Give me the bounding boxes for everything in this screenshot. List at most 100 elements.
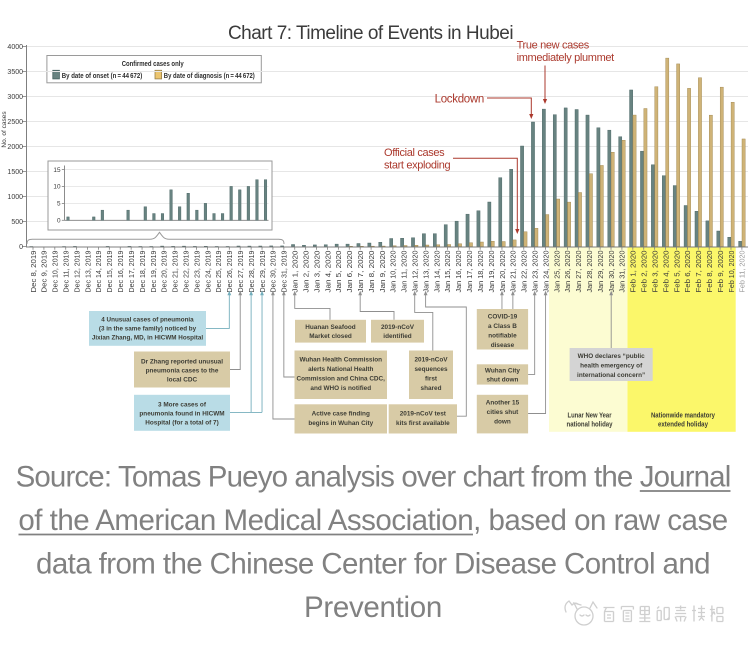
svg-text:Jan 25, 2020: Jan 25, 2020 xyxy=(554,250,561,292)
svg-text:begins in Wuhan City: begins in Wuhan City xyxy=(308,420,373,427)
svg-text:Jan 29, 2020: Jan 29, 2020 xyxy=(598,250,605,292)
svg-text:immediately plummet: immediately plummet xyxy=(517,52,615,64)
svg-text:0: 0 xyxy=(19,244,23,251)
svg-text:Feb 3, 2020: Feb 3, 2020 xyxy=(652,250,659,292)
svg-text:shut down: shut down xyxy=(486,377,518,384)
svg-text:15: 15 xyxy=(53,167,61,174)
svg-text:Jan 9, 2020: Jan 9, 2020 xyxy=(380,250,387,292)
svg-text:Dec 11, 2019: Dec 11, 2019 xyxy=(64,250,71,292)
svg-text:Prevention: Prevention xyxy=(304,591,442,624)
svg-text:Dec 15, 2019: Dec 15, 2019 xyxy=(107,250,114,292)
svg-text:Jan 27, 2020: Jan 27, 2020 xyxy=(576,250,583,292)
svg-text:2500: 2500 xyxy=(7,119,23,126)
svg-text:Dec 25, 2019: Dec 25, 2019 xyxy=(216,250,223,292)
svg-text:Market closed: Market closed xyxy=(309,333,352,340)
svg-text:Dec 20, 2019: Dec 20, 2019 xyxy=(162,250,169,292)
svg-text:Feb 1, 2020: Feb 1, 2020 xyxy=(631,250,638,292)
svg-text:Jan 4, 2020: Jan 4, 2020 xyxy=(325,250,332,292)
svg-text:pneumonia found in HICWM: pneumonia found in HICWM xyxy=(139,411,224,418)
svg-text:3500: 3500 xyxy=(7,69,23,76)
svg-text:Hospital (for a total of 7): Hospital (for a total of 7) xyxy=(145,420,219,427)
svg-text:start exploding: start exploding xyxy=(384,160,451,172)
svg-text:Feb 8, 2020: Feb 8, 2020 xyxy=(707,250,714,292)
svg-text:Dec 18, 2019: Dec 18, 2019 xyxy=(140,250,147,292)
svg-text:disease: disease xyxy=(491,342,515,349)
svg-text:Jan 8, 2020: Jan 8, 2020 xyxy=(369,250,376,292)
svg-text:By date of onset (n = 44 672): By date of onset (n = 44 672) xyxy=(62,73,143,80)
svg-text:(3 in the same family) noticed: (3 in the same family) noticed by xyxy=(99,326,197,333)
svg-text:Lunar New Year: Lunar New Year xyxy=(568,413,612,420)
svg-text:Feb 11, 2020: Feb 11, 2020 xyxy=(740,250,747,292)
svg-text:Jan 12, 2020: Jan 12, 2020 xyxy=(413,250,420,292)
svg-text:local CDC: local CDC xyxy=(167,377,198,384)
svg-text:5: 5 xyxy=(57,201,61,208)
svg-text:0: 0 xyxy=(57,218,61,225)
svg-text:2019-nCoV test: 2019-nCoV test xyxy=(400,411,447,418)
svg-text:500: 500 xyxy=(11,219,23,226)
svg-text:health emergency of: health emergency of xyxy=(580,363,643,370)
svg-text:and WHO is notified: and WHO is notified xyxy=(310,385,371,392)
svg-text:sequences: sequences xyxy=(414,366,447,373)
svg-text:data from the Chinese Center f: data from the Chinese Center for Disease… xyxy=(36,548,710,581)
svg-text:Dec 8, 2019: Dec 8, 2019 xyxy=(31,250,38,292)
svg-text:Commission and China CDC,: Commission and China CDC, xyxy=(297,376,386,383)
svg-text:Jan 7, 2020: Jan 7, 2020 xyxy=(358,250,365,292)
svg-text:Dec 27, 2019: Dec 27, 2019 xyxy=(238,250,245,292)
svg-text:Confirmed cases only: Confirmed cases only xyxy=(122,61,184,68)
svg-text:Dec 23, 2019: Dec 23, 2019 xyxy=(194,250,201,292)
svg-text:Jixian Zhang, MD, in HICWM Hos: Jixian Zhang, MD, in HICWM Hospital xyxy=(92,335,203,342)
svg-text:national holiday: national holiday xyxy=(567,422,613,429)
svg-text:Lockdown: Lockdown xyxy=(435,93,484,105)
svg-text:WHO declares “public: WHO declares “public xyxy=(578,353,646,360)
svg-text:Dec 16, 2019: Dec 16, 2019 xyxy=(118,250,125,292)
svg-text:Dec 19, 2019: Dec 19, 2019 xyxy=(151,250,158,292)
svg-text:pneumonia cases to the: pneumonia cases to the xyxy=(146,368,219,375)
svg-text:Dec 30, 2019: Dec 30, 2019 xyxy=(271,250,278,292)
svg-text:notifiable: notifiable xyxy=(488,333,517,340)
svg-text:Dec 22, 2019: Dec 22, 2019 xyxy=(183,250,190,292)
svg-text:Jan 30, 2020: Jan 30, 2020 xyxy=(609,250,616,292)
svg-text:extended holiday: extended holiday xyxy=(658,422,708,429)
svg-text:Dec 31, 2019: Dec 31, 2019 xyxy=(282,250,289,292)
svg-text:Dr Zhang reported unusual: Dr Zhang reported unusual xyxy=(141,359,223,366)
svg-text:a Class B: a Class B xyxy=(488,323,517,330)
svg-text:Dec 28, 2019: Dec 28, 2019 xyxy=(249,250,256,292)
svg-text:Nationwide mandatory: Nationwide mandatory xyxy=(651,413,715,420)
svg-text:Dec 29, 2019: Dec 29, 2019 xyxy=(260,250,267,292)
svg-text:Jan 31, 2020: Jan 31, 2020 xyxy=(620,250,627,292)
svg-text:down: down xyxy=(494,419,511,426)
svg-text:Dec 24, 2019: Dec 24, 2019 xyxy=(205,250,212,292)
svg-text:Dec 13, 2019: Dec 13, 2019 xyxy=(85,250,92,292)
svg-text:Dec 10, 2019: Dec 10, 2019 xyxy=(53,250,60,292)
svg-text:Dec 21, 2019: Dec 21, 2019 xyxy=(173,250,180,292)
svg-text:Wuhan City: Wuhan City xyxy=(485,368,520,375)
svg-text:Dec 14, 2019: Dec 14, 2019 xyxy=(96,250,103,292)
svg-text:Jan 14, 2020: Jan 14, 2020 xyxy=(434,250,441,292)
svg-text:of the American Medical Associ: of the American Medical Association, bas… xyxy=(18,504,727,537)
svg-text:4000: 4000 xyxy=(7,44,23,51)
svg-text:Feb 7, 2020: Feb 7, 2020 xyxy=(696,250,703,292)
svg-text:Dec 9, 2019: Dec 9, 2019 xyxy=(42,250,49,292)
svg-text:Source: Tomas Pueyo analysis o: Source: Tomas Pueyo analysis over chart … xyxy=(16,461,731,494)
svg-text:True new cases: True new cases xyxy=(517,39,590,51)
svg-text:Jan 13, 2020: Jan 13, 2020 xyxy=(423,250,430,292)
svg-text:2019-nCoV: 2019-nCoV xyxy=(381,324,415,331)
svg-text:Feb 6, 2020: Feb 6, 2020 xyxy=(685,250,692,292)
svg-text:Another 15: Another 15 xyxy=(486,400,520,407)
svg-text:Jan 15, 2020: Jan 15, 2020 xyxy=(445,250,452,292)
svg-text:Official cases: Official cases xyxy=(384,147,445,159)
svg-text:Jan 24, 2020: Jan 24, 2020 xyxy=(543,250,550,292)
svg-text:Jan 21, 2020: Jan 21, 2020 xyxy=(511,250,518,292)
svg-text:3000: 3000 xyxy=(7,94,23,101)
svg-text:Wuhan Health Commission: Wuhan Health Commission xyxy=(299,357,382,364)
svg-text:2019-nCoV: 2019-nCoV xyxy=(414,357,448,364)
svg-text:10: 10 xyxy=(53,184,61,191)
svg-text:4 Unusual cases of pneumonia: 4 Unusual cases of pneumonia xyxy=(101,317,194,324)
svg-text:Jan 5, 2020: Jan 5, 2020 xyxy=(336,250,343,292)
svg-text:Jan 28, 2020: Jan 28, 2020 xyxy=(587,250,594,292)
svg-text:shared: shared xyxy=(421,385,442,392)
svg-text:By date of diagnosis (n = 44 6: By date of diagnosis (n = 44 672) xyxy=(164,73,255,80)
svg-text:Jan 6, 2020: Jan 6, 2020 xyxy=(347,250,354,292)
svg-text:Jan 23, 2020: Jan 23, 2020 xyxy=(532,250,539,292)
svg-text:1000: 1000 xyxy=(7,194,23,201)
